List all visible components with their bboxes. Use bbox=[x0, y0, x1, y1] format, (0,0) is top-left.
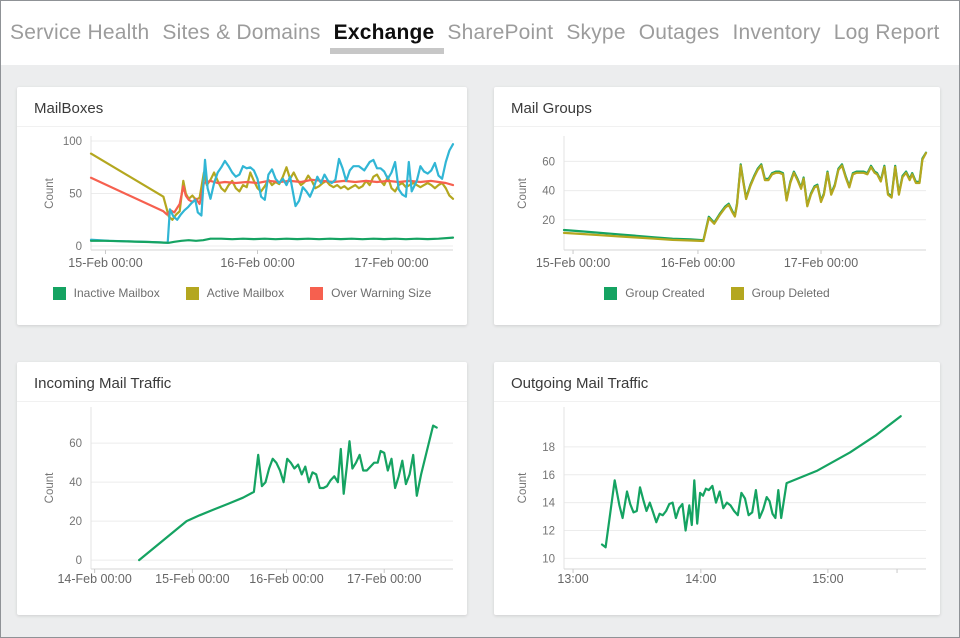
legend-item-inactive-mailbox[interactable]: Inactive Mailbox bbox=[52, 286, 160, 300]
tab-sites-domains[interactable]: Sites & Domains bbox=[162, 21, 321, 44]
legend-swatch-icon bbox=[52, 286, 66, 300]
legend-item-active-mailbox[interactable]: Active Mailbox bbox=[185, 286, 285, 300]
legend-swatch-icon bbox=[185, 286, 199, 300]
legend-item-group-deleted[interactable]: Group Deleted bbox=[730, 286, 830, 300]
tab-sharepoint[interactable]: SharePoint bbox=[447, 21, 554, 44]
mailboxes-line-chart: 0 50 100 Count 15-Feb 00:00 16-Feb 00:00 17-Fe… bbox=[44, 136, 455, 270]
panel-mailboxes: MailBoxes 0 50 100 Count 15-Feb 00:00 16-Feb … bbox=[17, 87, 467, 325]
x-tick-label: 16-Feb 00:00 bbox=[661, 256, 735, 270]
x-tick-label: 15-Feb 00:00 bbox=[68, 256, 142, 270]
series-inactive-mailbox bbox=[89, 236, 455, 244]
y-axis-title: Count bbox=[44, 177, 56, 208]
tab-inventory[interactable]: Inventory bbox=[732, 21, 821, 44]
x-tick-label: 15:00 bbox=[812, 572, 843, 586]
y-axis-title: Count bbox=[517, 472, 529, 503]
y-tick-label: 20 bbox=[542, 215, 555, 227]
y-tick-label: 100 bbox=[63, 136, 82, 148]
panel-title-outgoing-mail: Outgoing Mail Traffic bbox=[494, 362, 940, 402]
legend-label: Active Mailbox bbox=[206, 286, 285, 300]
mailboxes-legend: Inactive Mailbox Active Mailbox Over Warni… bbox=[17, 279, 467, 300]
tab-log-report[interactable]: Log Report bbox=[833, 21, 940, 44]
incoming-mail-chart: 0 20 40 60 Count 14-Feb 00:00 15-Feb 00:00 16-F… bbox=[17, 402, 467, 594]
legend-label: Group Deleted bbox=[751, 286, 830, 300]
tab-outages[interactable]: Outages bbox=[638, 21, 720, 44]
panel-title-incoming-mail: Incoming Mail Traffic bbox=[17, 362, 467, 402]
legend-item-group-created[interactable]: Group Created bbox=[604, 286, 705, 300]
y-tick-label: 50 bbox=[69, 189, 82, 201]
panel-title-mailboxes: MailBoxes bbox=[17, 87, 467, 127]
legend-label: Group Created bbox=[625, 286, 705, 300]
x-tick-label: 16-Feb 00:00 bbox=[220, 256, 294, 270]
y-tick-label: 16 bbox=[542, 470, 555, 482]
x-tick-label: 17-Feb 00:00 bbox=[354, 256, 428, 270]
y-tick-label: 0 bbox=[76, 241, 82, 253]
series-outgoing-mail bbox=[600, 415, 902, 549]
mail-groups-legend: Group Created Group Deleted bbox=[494, 279, 940, 300]
panel-incoming-mail-traffic: Incoming Mail Traffic 0 20 40 60 Count 14-Feb… bbox=[17, 362, 467, 615]
x-tick-label: 14:00 bbox=[685, 572, 716, 586]
x-tick-label: 17-Feb 00:00 bbox=[347, 572, 421, 586]
y-tick-label: 40 bbox=[69, 477, 82, 489]
legend-swatch-icon bbox=[730, 286, 744, 300]
panel-mail-groups: Mail Groups 20 40 60 Count 15-Feb 00:00 16-Fe… bbox=[494, 87, 940, 325]
mailboxes-chart: 0 50 100 Count 15-Feb 00:00 16-Feb 00:00 17-Fe… bbox=[17, 127, 467, 279]
x-tick-label: 17-Feb 00:00 bbox=[784, 256, 858, 270]
series-unlabeled-cyan-series bbox=[89, 143, 455, 244]
legend-label: Over Warning Size bbox=[331, 286, 432, 300]
tab-skype[interactable]: Skype bbox=[566, 21, 626, 44]
y-tick-label: 40 bbox=[542, 186, 555, 198]
y-tick-label: 60 bbox=[542, 156, 555, 168]
legend-item-over-warning-size[interactable]: Over Warning Size bbox=[310, 286, 431, 300]
x-tick-label: 14-Feb 00:00 bbox=[57, 572, 131, 586]
mail-groups-line-chart: 20 40 60 Count 15-Feb 00:00 16-Feb 00:00 17-Fe… bbox=[517, 136, 928, 270]
legend-swatch-icon bbox=[604, 286, 618, 300]
y-tick-label: 60 bbox=[69, 438, 82, 450]
y-tick-label: 18 bbox=[542, 442, 555, 454]
x-tick-label: 13:00 bbox=[557, 572, 588, 586]
y-tick-label: 14 bbox=[542, 498, 555, 510]
tab-exchange[interactable]: Exchange bbox=[329, 21, 445, 54]
legend-swatch-icon bbox=[310, 286, 324, 300]
y-tick-label: 20 bbox=[69, 516, 82, 528]
x-tick-label: 16-Feb 00:00 bbox=[249, 572, 323, 586]
top-navigation: Service Health Sites & Domains Exchange … bbox=[1, 1, 959, 65]
x-tick-label: 15-Feb 00:00 bbox=[536, 256, 610, 270]
mail-groups-chart: 20 40 60 Count 15-Feb 00:00 16-Feb 00:00 17-Fe… bbox=[494, 127, 940, 279]
panel-title-mail-groups: Mail Groups bbox=[494, 87, 940, 127]
series-incoming-mail bbox=[137, 424, 438, 562]
x-tick-label: 15-Feb 00:00 bbox=[155, 572, 229, 586]
y-tick-label: 12 bbox=[542, 526, 555, 538]
tab-service-health[interactable]: Service Health bbox=[10, 21, 150, 44]
series-group-deleted bbox=[562, 151, 928, 243]
dashboard-grid: MailBoxes 0 50 100 Count 15-Feb 00:00 16-Feb … bbox=[1, 65, 959, 615]
incoming-mail-line-chart: 0 20 40 60 Count 14-Feb 00:00 15-Feb 00:00 16-F… bbox=[44, 407, 453, 586]
legend-label: Inactive Mailbox bbox=[73, 286, 160, 300]
y-tick-label: 0 bbox=[76, 555, 82, 567]
outgoing-mail-chart: 10 12 14 16 18 Count 13:00 14:00 15:00 bbox=[494, 402, 940, 594]
y-axis-title: Count bbox=[44, 472, 56, 503]
y-tick-label: 10 bbox=[542, 553, 555, 565]
outgoing-mail-line-chart: 10 12 14 16 18 Count 13:00 14:00 15:00 bbox=[517, 407, 926, 586]
y-axis-title: Count bbox=[517, 177, 529, 208]
panel-outgoing-mail-traffic: Outgoing Mail Traffic 10 12 14 16 18 Count 13:… bbox=[494, 362, 940, 615]
